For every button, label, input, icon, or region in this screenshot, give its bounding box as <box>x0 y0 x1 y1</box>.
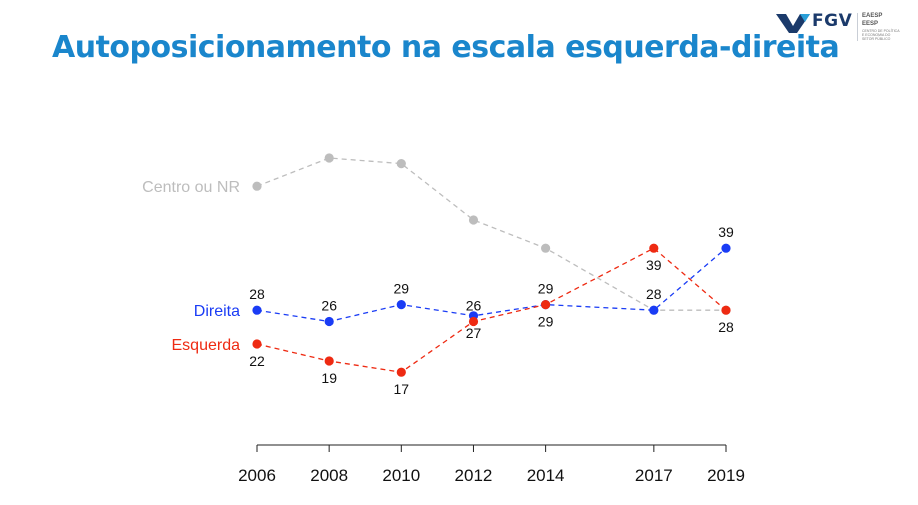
fgv-logo: FGV EAESP EESP CENTRO DE POLÍTICA E ECON… <box>776 10 906 44</box>
data-label-esquerda: 17 <box>394 381 410 397</box>
series-label-centro-ou-nr: Centro ou NR <box>142 179 240 196</box>
series-layer: Centro ou NR 28 26 29 27 29 28 39 Direita 22 19 17 2… <box>142 153 734 397</box>
data-point-centro-ou-nr <box>324 153 334 163</box>
logo-line-1: EAESP <box>862 13 883 19</box>
data-point-centro-ou-nr <box>468 215 479 225</box>
x-tick-label: 2010 <box>382 466 420 485</box>
x-tick-label: 2006 <box>238 466 276 485</box>
data-label-esquerda: 39 <box>646 257 662 273</box>
data-point-direita <box>252 305 262 315</box>
x-tick-label: 2019 <box>707 466 745 485</box>
data-point-esquerda <box>468 316 479 327</box>
series-label-direita: Direita <box>194 303 240 320</box>
data-label-direita: 28 <box>249 286 265 302</box>
data-point-esquerda <box>324 356 334 366</box>
x-tick-label: 2012 <box>455 466 493 485</box>
data-point-esquerda <box>252 339 262 349</box>
logo-line-3: CENTRO DE POLÍTICA E ECONOMIA DO SETOR P… <box>862 29 900 41</box>
data-point-direita <box>396 300 406 310</box>
data-point-esquerda <box>541 300 551 310</box>
data-label-esquerda: 28 <box>718 319 734 335</box>
logo-divider <box>857 13 858 41</box>
data-point-direita <box>721 243 731 253</box>
logo-line-2: EESP <box>862 21 879 27</box>
data-point-centro-ou-nr <box>252 181 262 191</box>
data-label-esquerda: 29 <box>538 314 554 330</box>
series-label-esquerda: Esquerda <box>172 337 241 354</box>
data-point-centro-ou-nr <box>541 243 551 253</box>
data-point-direita <box>649 305 659 315</box>
fgv-logo-icon <box>776 14 810 33</box>
data-point-centro-ou-nr <box>396 159 406 169</box>
data-label-direita: 29 <box>394 281 410 297</box>
data-label-direita: 39 <box>718 224 734 240</box>
data-point-esquerda <box>721 305 731 315</box>
logo-text: FGV <box>812 11 853 31</box>
data-label-direita: 29 <box>538 281 554 297</box>
data-point-esquerda <box>649 243 659 253</box>
data-label-direita: 26 <box>321 298 337 314</box>
page-title: Autoposicionamento na escala esquerda-di… <box>52 30 840 65</box>
x-tick-label: 2008 <box>310 466 348 485</box>
data-label-direita: 27 <box>466 325 482 341</box>
data-point-esquerda <box>396 367 406 377</box>
data-label-direita: 28 <box>646 286 662 302</box>
data-label-esquerda: 22 <box>249 353 265 369</box>
x-tick-label: 2014 <box>527 466 565 485</box>
data-label-esquerda: 19 <box>321 370 337 386</box>
data-label-esquerda: 26 <box>466 298 482 314</box>
x-axis: 2006 2008 2010 2012 2014 2017 2019 <box>238 444 745 485</box>
data-point-direita <box>324 316 334 327</box>
x-tick-label: 2017 <box>635 466 673 485</box>
